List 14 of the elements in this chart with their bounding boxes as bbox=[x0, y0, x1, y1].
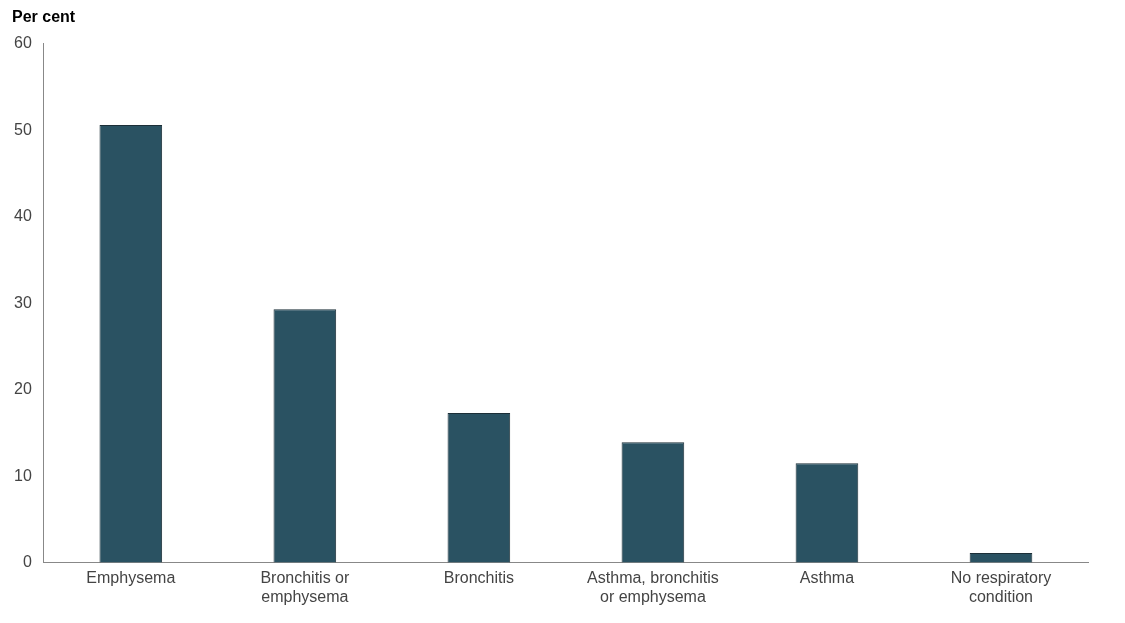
y-tick-label: 60 bbox=[14, 34, 32, 52]
y-tick-label: 40 bbox=[14, 207, 32, 225]
x-tick-label: Emphysema bbox=[86, 568, 176, 586]
y-tick-label: 10 bbox=[14, 466, 32, 484]
y-tick-label: 0 bbox=[22, 553, 32, 571]
y-tick-label: 20 bbox=[14, 380, 32, 398]
y-axis-title: Per cent bbox=[12, 8, 77, 26]
x-tick-label: Asthma bbox=[799, 568, 855, 586]
y-tick-label: 30 bbox=[14, 293, 32, 311]
y-tick-label: 50 bbox=[14, 120, 32, 138]
x-tick-label: Bronchitis or emphysema bbox=[260, 568, 350, 605]
x-tick-label: Asthma, bronchitis or emphysema bbox=[587, 568, 719, 605]
x-tick-label: Bronchitis bbox=[443, 568, 515, 586]
x-tick-label: No respiratory condition bbox=[950, 568, 1052, 605]
